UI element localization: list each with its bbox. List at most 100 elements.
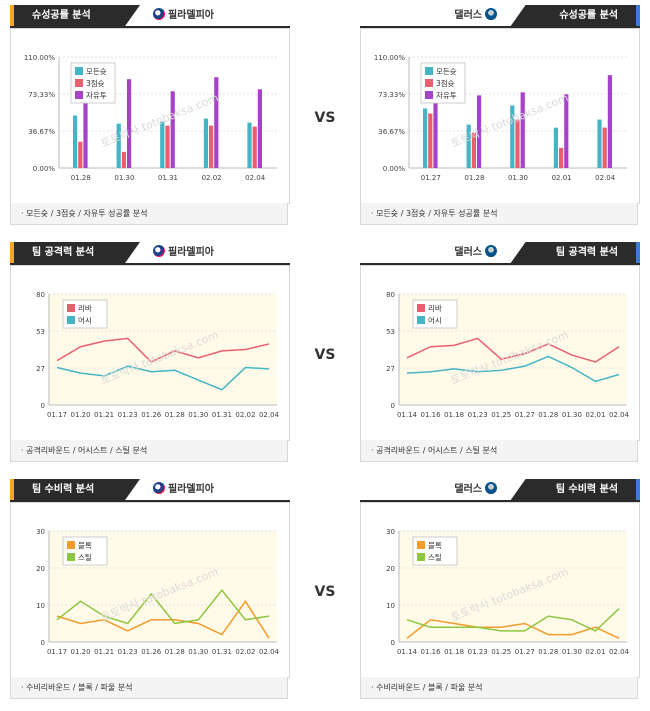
x-tick-label: 01.25 — [491, 411, 511, 419]
header-rule — [360, 26, 640, 28]
series-line — [406, 619, 620, 639]
philadelphia-logo-icon — [153, 8, 165, 20]
bar — [203, 118, 208, 168]
series-line — [406, 355, 620, 383]
bar — [257, 89, 262, 168]
x-tick-label: 01.16 — [421, 648, 442, 656]
x-tick-label: 02.01 — [552, 174, 572, 182]
legend-swatch — [417, 316, 425, 324]
y-tick-label: 36.67% — [378, 128, 405, 136]
y-tick-label: 27 — [36, 365, 45, 373]
x-tick-label: 01.21 — [94, 648, 114, 656]
legend-label: 자유투 — [86, 91, 107, 100]
x-tick-label: 01.16 — [421, 411, 442, 419]
legend-swatch — [67, 553, 75, 561]
legend-swatch — [67, 541, 75, 549]
x-tick-label: 01.28 — [165, 648, 185, 656]
y-tick-label: 80 — [386, 291, 395, 299]
bar — [160, 121, 165, 168]
x-tick-label: 01.21 — [94, 411, 114, 419]
x-tick-label: 02.02 — [235, 648, 255, 656]
left-panel-1: 팀 공격력 분석 필라델피아 0 27 53 80 01.17 01.20 01.21 01.23… — [10, 242, 290, 463]
section-tab: 슈성공률 분석 — [10, 5, 140, 27]
bar — [423, 108, 428, 168]
header-rule — [10, 26, 290, 28]
team-name: 필라델피아 — [150, 242, 214, 264]
vs-label: VS — [314, 347, 336, 363]
legend-swatch — [417, 553, 425, 561]
legend-label: 자유투 — [436, 91, 457, 100]
team-name: 필라델피아 — [150, 5, 214, 27]
bar — [428, 113, 433, 168]
watermark: 토토박사 totobaksa.com — [99, 91, 220, 150]
bar — [433, 81, 438, 168]
x-tick-label: 01.23 — [118, 648, 138, 656]
team-name-text: 댈러스 — [454, 247, 482, 258]
legend-label: 블록 — [428, 541, 442, 550]
legend-swatch — [67, 316, 75, 324]
x-tick-label: 01.25 — [491, 648, 511, 656]
bar — [165, 125, 170, 168]
x-tick-label: 02.04 — [259, 411, 280, 419]
x-tick-label: 01.20 — [71, 411, 91, 419]
x-tick-label: 01.14 — [397, 411, 418, 419]
chart-svg: 0.00% 36.67% 73.33% 110.00% 01.28 01.30 01.31 0… — [24, 54, 277, 182]
x-tick-label: 01.23 — [468, 648, 488, 656]
legend-label: 리바 — [428, 303, 442, 313]
x-tick-label: 01.18 — [444, 648, 464, 656]
legend-label: 리바 — [78, 303, 92, 313]
team-name: 댈러스 — [454, 479, 500, 501]
legend-label: 모든슛 — [86, 67, 107, 76]
legend-swatch — [75, 91, 83, 99]
series-line — [56, 365, 270, 391]
x-tick-label: 02.04 — [609, 411, 630, 419]
x-tick-label: 02.04 — [245, 174, 266, 182]
x-tick-label: 01.20 — [71, 648, 91, 656]
chart-box: 0 27 53 80 01.17 01.20 01.21 01.23 01.26 01.28 01.… — [10, 265, 290, 441]
bar — [477, 95, 482, 168]
bar — [121, 151, 126, 168]
x-tick-label: 01.30 — [562, 648, 582, 656]
legend-label: 스틸 — [428, 553, 442, 562]
x-tick-label: 01.17 — [47, 648, 67, 656]
panel-header: 팀 수비력 분석 댈러스 — [360, 479, 640, 502]
x-tick-label: 01.30 — [114, 174, 134, 182]
header-rule — [10, 500, 290, 502]
panel-footer: · 모든슛 / 3점슛 / 자유투 성공률 분석 — [10, 203, 288, 225]
x-tick-label: 02.02 — [235, 411, 255, 419]
legend-swatch — [67, 304, 75, 312]
panel-header: 슈성공률 분석 댈러스 — [360, 5, 640, 28]
vs-label: VS — [314, 110, 336, 126]
legend-label: 블록 — [78, 541, 92, 550]
panel-header: 팀 공격력 분석 필라델피아 — [10, 242, 290, 265]
y-tick-label: 20 — [36, 565, 45, 573]
x-tick-label: 02.04 — [259, 648, 280, 656]
legend-swatch — [425, 67, 433, 75]
bar — [209, 125, 214, 168]
bar — [252, 126, 257, 168]
bar — [466, 124, 471, 168]
chart-box: 0 27 53 80 01.14 01.16 01.18 01.23 01.25 01.27 01.… — [360, 265, 640, 441]
left-panel-0: 슈성공률 분석 필라델피아 0.00% 36.67% 73.33% 110.00% 01.2… — [10, 5, 290, 226]
dallas-logo-icon — [485, 482, 497, 494]
team-name-text: 필라델피아 — [168, 484, 214, 495]
header-rule — [10, 263, 290, 265]
y-tick-label: 53 — [386, 328, 395, 336]
y-tick-label: 0.00% — [33, 165, 56, 173]
panel-header: 슈성공률 분석 필라델피아 — [10, 5, 290, 28]
section-tab: 팀 수비력 분석 — [10, 479, 140, 501]
x-tick-label: 01.23 — [118, 411, 138, 419]
dallas-logo-icon — [485, 245, 497, 257]
header-rule — [360, 500, 640, 502]
panel-footer: · 공격리바운드 / 어시스트 / 스틸 분석 — [360, 440, 638, 462]
legend-swatch — [425, 91, 433, 99]
bar — [515, 119, 520, 168]
x-tick-label: 02.02 — [202, 174, 222, 182]
team-name: 댈러스 — [454, 5, 500, 27]
bar — [78, 141, 83, 168]
